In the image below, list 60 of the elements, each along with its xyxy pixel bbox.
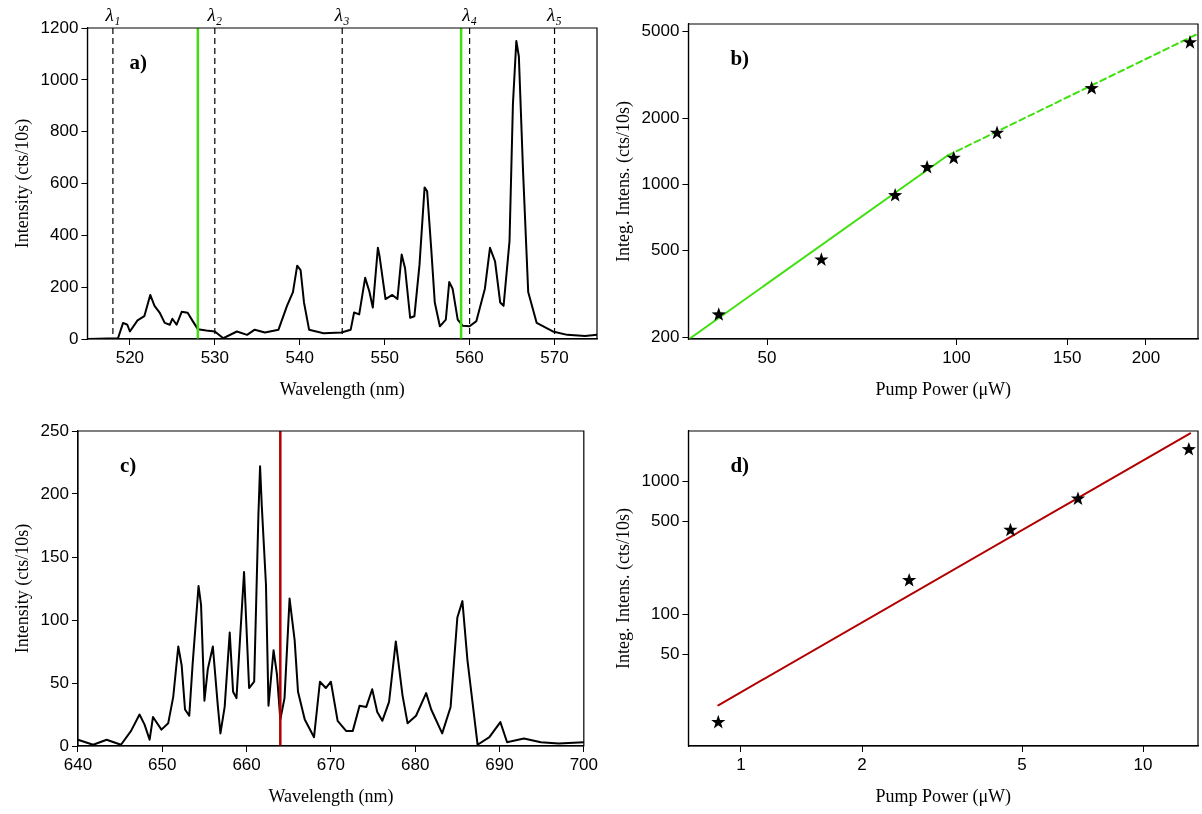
y-tick-label: 1000 [641, 470, 680, 490]
x-tick-label: 640 [63, 754, 93, 774]
ref-line-label: λ₂ [206, 3, 223, 25]
x-tick-label: 660 [232, 754, 261, 774]
x-tick-label: 200 [1131, 347, 1161, 367]
y-axis-title: Intensity (cts/10s) [11, 118, 33, 249]
x-axis-title: Pump Power (μW) [875, 785, 1012, 807]
x-tick-label: 150 [1053, 347, 1082, 367]
y-tick-label: 200 [40, 483, 69, 503]
x-tick-label: 540 [285, 347, 314, 367]
y-tick-label: 200 [50, 276, 79, 296]
x-tick-label: 50 [757, 347, 777, 367]
annotation: a) [129, 49, 147, 74]
y-tick-label: 250 [40, 420, 69, 440]
y-tick-label: 400 [50, 225, 79, 245]
y-tick-label: 0 [68, 328, 79, 348]
y-tick-label: 100 [651, 604, 680, 624]
y-axis-title: Intensity (cts/10s) [11, 523, 33, 654]
y-tick-label: 1000 [40, 69, 79, 89]
ref-line-label: λ₁ [104, 3, 121, 25]
annotation: d) [730, 452, 750, 477]
y-tick-label: 600 [50, 173, 79, 193]
y-tick-label: 2000 [641, 108, 680, 128]
x-tick-label: 530 [200, 347, 229, 367]
y-tick-label: 50 [50, 672, 69, 692]
x-axis-title: Wavelength (nm) [268, 785, 394, 807]
x-tick-label: 700 [569, 754, 599, 774]
x-tick-label: 1 [736, 754, 746, 774]
x-tick-label: 650 [148, 754, 177, 774]
x-tick-label: 520 [115, 347, 145, 367]
y-tick-label: 150 [40, 546, 69, 566]
y-tick-label: 200 [651, 326, 680, 346]
y-axis-title: Integ. Intens. (cts/10s) [612, 508, 634, 669]
y-axis-title: Integ. Intens. (cts/10s) [612, 101, 634, 262]
y-tick-label: 100 [40, 609, 69, 629]
y-tick-label: 800 [50, 121, 79, 141]
x-tick-label: 10 [1133, 754, 1153, 774]
x-tick-label: 570 [540, 347, 569, 367]
x-tick-label: 680 [401, 754, 430, 774]
y-tick-label: 1200 [40, 17, 79, 37]
y-tick-label: 0 [59, 735, 69, 755]
ref-line-label: λ₃ [333, 3, 350, 25]
x-tick-label: 2 [857, 754, 867, 774]
ref-line-label: λ₄ [461, 3, 478, 25]
y-tick-label: 50 [660, 644, 680, 664]
annotation: b) [730, 45, 750, 70]
annotation: c) [119, 452, 137, 477]
x-tick-label: 5 [1017, 754, 1027, 774]
y-tick-label: 1000 [641, 173, 680, 193]
x-tick-label: 100 [942, 347, 971, 367]
y-tick-label: 5000 [641, 21, 680, 40]
ref-line-label: λ₅ [546, 3, 562, 25]
x-tick-label: 690 [485, 754, 514, 774]
y-tick-label: 500 [651, 510, 680, 530]
x-axis-title: Wavelength (nm) [279, 378, 405, 400]
x-axis-title: Pump Power (μW) [875, 378, 1012, 400]
y-tick-label: 500 [651, 239, 680, 259]
x-tick-label: 670 [316, 754, 346, 774]
x-tick-label: 550 [370, 347, 399, 367]
x-tick-label: 560 [455, 347, 484, 367]
